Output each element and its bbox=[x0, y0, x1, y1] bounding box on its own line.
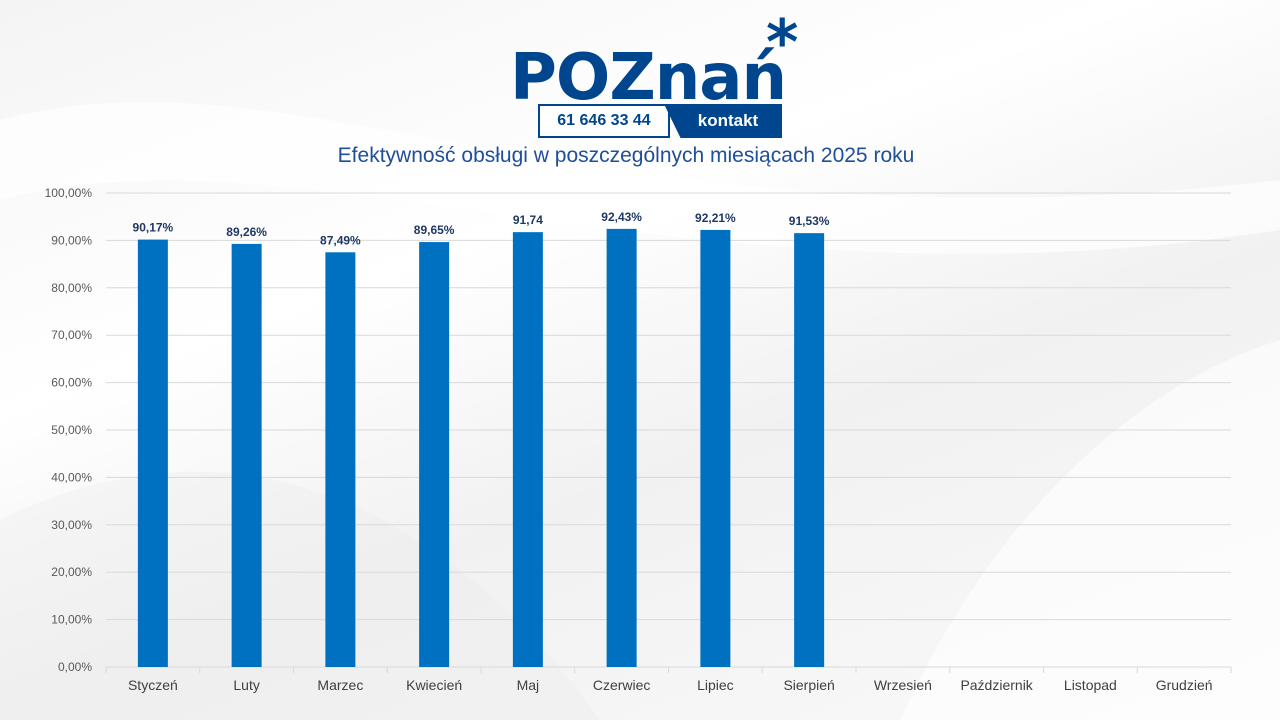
y-tick-label: 20,00% bbox=[51, 565, 92, 579]
y-tick-label: 80,00% bbox=[51, 281, 92, 295]
x-category-label: Czerwiec bbox=[593, 677, 651, 693]
y-tick-label: 10,00% bbox=[51, 613, 92, 627]
x-category-label: Kwiecień bbox=[406, 677, 462, 693]
bar-data-label: 92,21% bbox=[695, 211, 736, 225]
y-tick-label: 90,00% bbox=[51, 233, 92, 247]
y-tick-label: 30,00% bbox=[51, 518, 92, 532]
bar-data-label: 89,26% bbox=[226, 225, 267, 239]
bar bbox=[794, 233, 825, 667]
y-tick-label: 60,00% bbox=[51, 376, 92, 390]
x-category-label: Marzec bbox=[317, 677, 363, 693]
bar-data-label: 89,65% bbox=[414, 223, 455, 237]
bar bbox=[419, 242, 450, 667]
x-category-label: Wrzesień bbox=[874, 677, 932, 693]
bar bbox=[512, 232, 543, 667]
y-tick-label: 40,00% bbox=[51, 470, 92, 484]
x-category-label: Listopad bbox=[1064, 677, 1117, 693]
y-tick-label: 50,00% bbox=[51, 423, 92, 437]
bar bbox=[700, 229, 731, 667]
chart-title: Efektywność obsługi w poszczególnych mie… bbox=[337, 144, 915, 167]
x-category-label: Maj bbox=[517, 677, 540, 693]
y-tick-label: 0,00% bbox=[58, 660, 92, 674]
bar-data-label: 87,49% bbox=[320, 233, 361, 247]
y-tick-label: 70,00% bbox=[51, 328, 92, 342]
x-category-label: Luty bbox=[233, 677, 259, 693]
x-category-label: Lipiec bbox=[697, 677, 734, 693]
logo-phone-number: 61 646 33 44 bbox=[538, 104, 670, 138]
x-category-label: Październik bbox=[960, 677, 1033, 693]
bar bbox=[231, 243, 262, 667]
logo-contact-label: kontakt bbox=[664, 104, 782, 138]
logo-star-icon: * bbox=[766, 6, 799, 79]
x-category-label: Sierpień bbox=[783, 677, 834, 693]
bar-data-label: 92,43% bbox=[601, 210, 642, 224]
bar-data-label: 91,74 bbox=[513, 213, 543, 227]
bar bbox=[325, 252, 356, 667]
bar-data-label: 90,17% bbox=[133, 221, 174, 235]
bar-data-label: 91,53% bbox=[789, 214, 830, 228]
x-category-label: Grudzień bbox=[1156, 677, 1213, 693]
bar bbox=[606, 228, 637, 667]
bar bbox=[137, 239, 168, 668]
x-category-label: Styczeń bbox=[128, 677, 178, 693]
logo-wordmark: POZnań bbox=[510, 41, 787, 115]
y-tick-label: 100,00% bbox=[45, 186, 93, 200]
poznan-logo: POZnań * 61 646 33 44 kontakt bbox=[508, 12, 808, 140]
